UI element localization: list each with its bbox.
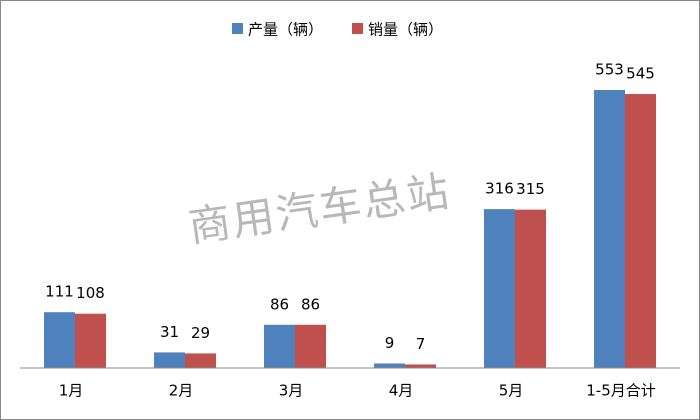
data-label: 9 <box>385 334 395 352</box>
legend-swatch <box>352 23 363 34</box>
data-label: 86 <box>270 295 289 313</box>
data-label: 111 <box>45 283 74 301</box>
data-label: 31 <box>160 323 179 341</box>
x-tick-label: 1-5月合计 <box>586 382 656 400</box>
data-label: 7 <box>416 335 426 353</box>
data-label: 29 <box>191 324 210 342</box>
legend-label: 销量（辆） <box>368 21 443 39</box>
x-tick-label: 1月 <box>59 382 84 400</box>
x-tick-label: 3月 <box>279 382 304 400</box>
bar <box>264 324 295 368</box>
bar <box>594 90 625 368</box>
data-label: 553 <box>595 61 624 79</box>
bar <box>625 94 656 368</box>
data-label: 316 <box>485 180 514 198</box>
data-label: 86 <box>301 295 320 313</box>
bar <box>185 353 216 368</box>
legend-swatch <box>232 23 243 34</box>
bar <box>405 364 436 368</box>
data-label: 108 <box>76 284 105 302</box>
bar <box>295 324 326 368</box>
bar <box>154 352 185 368</box>
bar <box>374 363 405 368</box>
x-tick-label: 2月 <box>169 382 194 400</box>
data-label: 315 <box>516 180 545 198</box>
legend-label: 产量（辆） <box>248 21 323 39</box>
bar <box>515 209 546 368</box>
x-tick-label: 4月 <box>389 382 414 400</box>
bar <box>75 313 106 368</box>
data-label: 545 <box>626 65 655 83</box>
bar <box>484 209 515 368</box>
bar <box>44 312 75 368</box>
x-tick-label: 5月 <box>499 382 524 400</box>
